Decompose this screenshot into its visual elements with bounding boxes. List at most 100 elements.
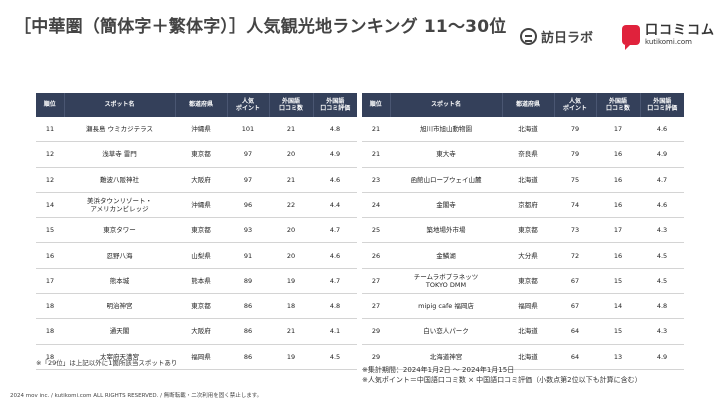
spot-cell: mipig cafe 福岡店 [390, 293, 502, 320]
spot-name-line1: 浅草寺 雷門 [102, 150, 137, 159]
points-cell: 64 [554, 344, 596, 370]
header-reviews-line1: 外国語 [281, 97, 300, 105]
page-title: ［中華圏（簡体字＋繁体字）］人気観光地ランキング 11〜30位 [14, 17, 507, 37]
spot-name-line1: 東京タワー [103, 226, 136, 235]
points-cell: 67 [554, 268, 596, 295]
prefecture-cell: 東京都 [502, 268, 554, 295]
table-header-row: 順位 スポット名 都道府県 人気 ポイント 外国語 口コミ数 外国語 口コミ評価 [362, 93, 684, 117]
prefecture-cell: 北海道 [502, 167, 554, 193]
header-rating-line2: 口コミ評価 [320, 105, 351, 112]
rank-cell: 14 [36, 192, 64, 219]
points-cell: 96 [227, 192, 269, 219]
points-cell: 89 [227, 268, 269, 295]
spot-name-line1: 金閣寺 [436, 200, 456, 209]
kutikomi-logo-url: kutikomi.com [645, 38, 692, 46]
prefecture-cell: 熊本県 [175, 268, 227, 295]
reviews-cell: 19 [269, 268, 313, 295]
reviews-cell: 15 [596, 318, 640, 345]
rank-cell: 24 [362, 192, 390, 219]
spot-name-line1: 明治神宮 [106, 302, 133, 311]
spot-cell: 太宰府天満宮 [64, 344, 175, 370]
points-cell: 74 [554, 192, 596, 219]
rank-cell: 27 [362, 293, 390, 320]
header-spot: スポット名 [390, 93, 503, 117]
points-cell: 67 [554, 293, 596, 320]
rating-cell: 4.9 [640, 141, 684, 168]
prefecture-cell: 福岡県 [502, 293, 554, 320]
points-cell: 93 [227, 217, 269, 244]
header-rating: 外国語 口コミ評価 [313, 93, 357, 117]
rank-cell: 25 [362, 217, 390, 244]
spot-cell: 熊本城 [64, 268, 175, 295]
reviews-cell: 20 [269, 217, 313, 244]
kutikomi-logo-text: 口コミコム [645, 23, 716, 38]
rank-cell: 29 [362, 344, 390, 370]
prefecture-cell: 福岡県 [175, 344, 227, 370]
table-row: 18 太宰府天満宮 福岡県 86 19 4.5 [36, 344, 357, 370]
spot-cell: 浅草寺 雷門 [64, 141, 175, 168]
spot-cell: 難波八阪神社 [64, 167, 175, 193]
header-rating-line1: 外国語 [653, 97, 672, 105]
rank-cell: 29 [362, 318, 390, 345]
header-rating-line2: 口コミ評価 [647, 105, 678, 112]
spot-name-line2: アメリカンビレッジ [90, 205, 149, 214]
reviews-cell: 14 [596, 293, 640, 320]
points-cell: 91 [227, 242, 269, 269]
copyright: 2024 mov inc. / kutikomi.com ALL RIGHTS … [10, 393, 263, 399]
spot-cell: 瀬長島 ウミカジテラス [64, 117, 175, 143]
header-reviews-line2: 口コミ数 [278, 105, 303, 112]
table-row: 26 金鱗湖 大分県 72 16 4.5 [362, 242, 684, 269]
prefecture-cell: 東京都 [175, 141, 227, 168]
reviews-cell: 21 [269, 318, 313, 345]
rating-cell: 4.3 [640, 217, 684, 244]
spot-name-line1: チームラボプラネッツ [413, 272, 479, 281]
rating-cell: 4.6 [640, 192, 684, 219]
rating-cell: 4.7 [640, 167, 684, 193]
footnote-rank29: ※「29位」は上記以外に1箇所該当スポットあり [36, 359, 178, 367]
spot-cell: 明治神宮 [64, 293, 175, 320]
points-cell: 79 [554, 117, 596, 143]
prefecture-cell: 北海道 [502, 318, 554, 345]
header-reviews-line1: 外国語 [608, 97, 627, 105]
rank-cell: 15 [36, 217, 64, 244]
points-cell: 79 [554, 141, 596, 168]
rating-cell: 4.3 [640, 318, 684, 345]
rating-cell: 4.9 [640, 344, 684, 370]
prefecture-cell: 大阪府 [175, 167, 227, 193]
spot-name-line1: 函館山ロープウェイ山麓 [410, 175, 482, 184]
header-rank: 順位 [36, 93, 65, 117]
houjin-logo-text: 訪日ラボ [541, 31, 594, 46]
spot-cell: 東京タワー [64, 217, 175, 244]
spot-name-line1: 太宰府天満宮 [100, 352, 139, 361]
rank-cell: 16 [36, 242, 64, 269]
rating-cell: 4.8 [640, 293, 684, 320]
reviews-cell: 21 [269, 117, 313, 143]
header-rank: 順位 [362, 93, 391, 117]
rank-cell: 12 [36, 141, 64, 168]
spot-name-line1: 忍野八海 [106, 251, 133, 260]
header-prefecture: 都道府県 [175, 93, 228, 117]
prefecture-cell: 京都府 [502, 192, 554, 219]
rating-cell: 4.5 [313, 344, 357, 370]
rank-cell: 12 [36, 167, 64, 193]
spot-cell: 白い恋人パーク [390, 318, 502, 345]
prefecture-cell: 北海道 [502, 344, 554, 370]
table-row: 17 熊本城 熊本県 89 19 4.7 [36, 268, 357, 295]
spot-cell: 美浜タウンリゾート・ アメリカンビレッジ [64, 192, 175, 219]
points-cell: 73 [554, 217, 596, 244]
spot-name-line1: 白い恋人パーク [423, 327, 469, 336]
rating-cell: 4.5 [640, 242, 684, 269]
rating-cell: 4.6 [313, 167, 357, 193]
header-reviews: 外国語 口コミ数 [269, 93, 314, 117]
header-points-line2: ポイント [562, 105, 587, 112]
table-row: 14 美浜タウンリゾート・ アメリカンビレッジ 沖縄県 96 22 4.4 [36, 192, 357, 219]
header-points-line1: 人気 [568, 97, 581, 105]
spot-name-line1: 熊本城 [109, 276, 130, 285]
rank-cell: 11 [36, 117, 64, 143]
rating-cell: 4.6 [313, 242, 357, 269]
prefecture-cell: 東京都 [175, 217, 227, 244]
table-row: 12 浅草寺 雷門 東京都 97 20 4.9 [36, 141, 357, 168]
reviews-cell: 20 [269, 242, 313, 269]
rating-cell: 4.7 [313, 217, 357, 244]
table-row: 18 明治神宮 東京都 86 18 4.8 [36, 293, 357, 320]
